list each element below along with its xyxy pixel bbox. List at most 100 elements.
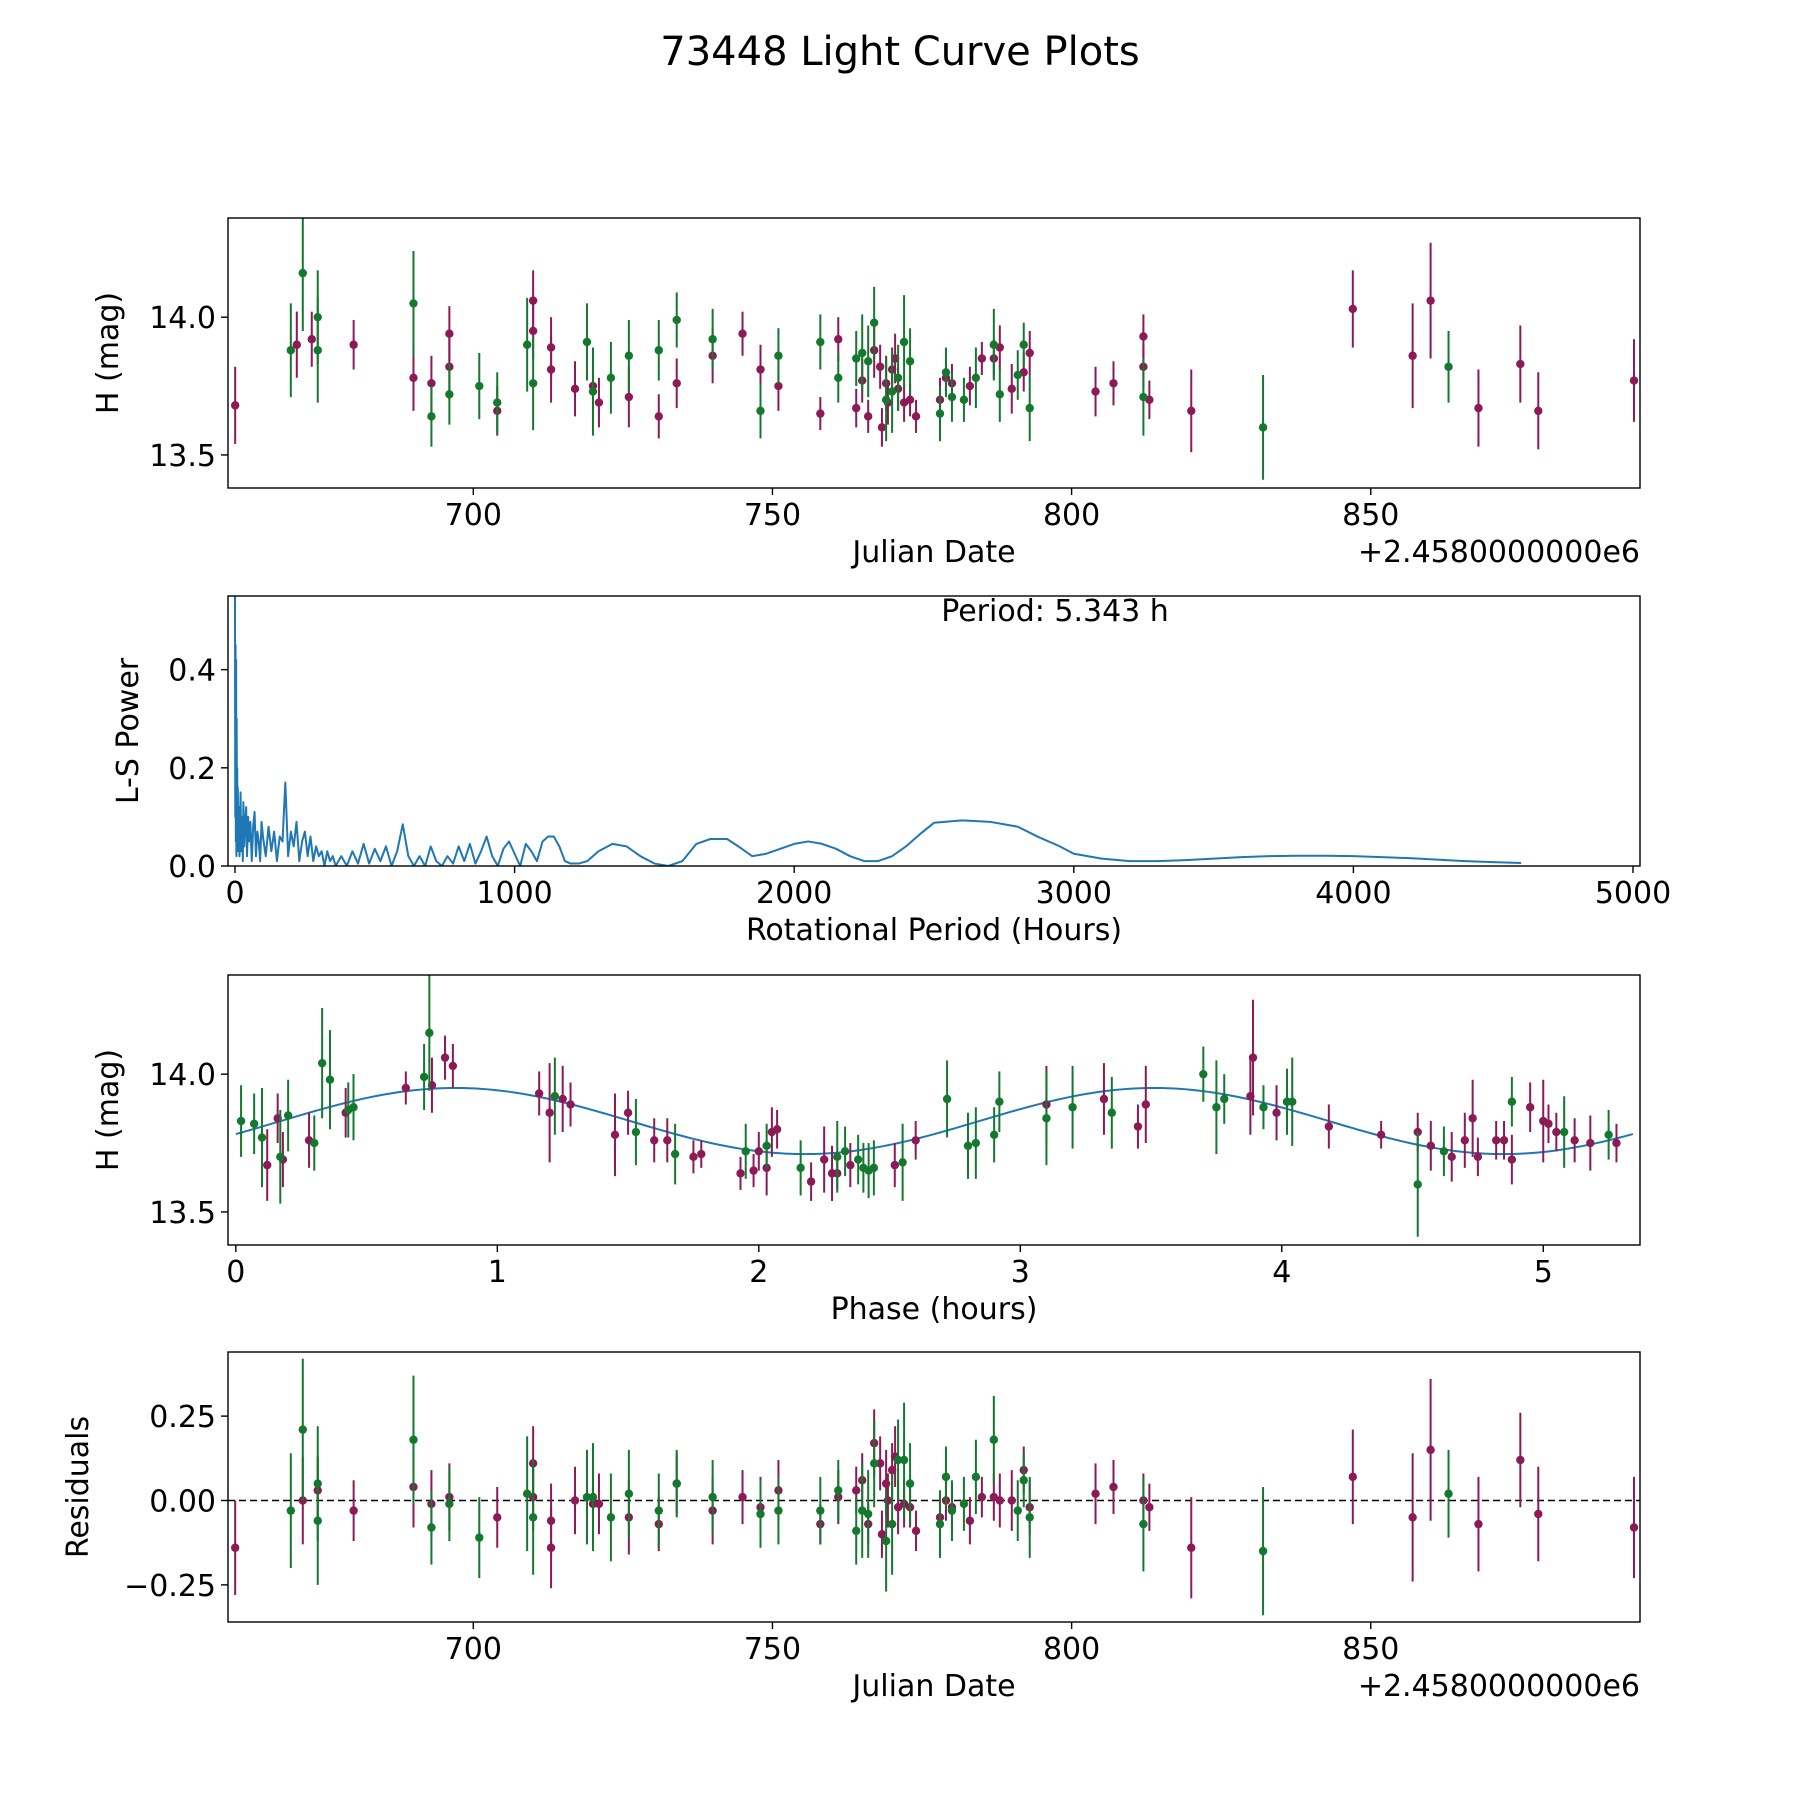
data-point-red bbox=[263, 1160, 272, 1170]
data-point-green bbox=[298, 1425, 307, 1434]
data-point-green bbox=[257, 1133, 267, 1142]
data-point-red bbox=[834, 335, 843, 344]
data-point-red bbox=[307, 335, 316, 344]
data-point-green bbox=[1019, 340, 1028, 349]
data-point-red bbox=[1007, 384, 1016, 394]
data-point-green bbox=[905, 357, 915, 366]
data-point-red bbox=[1447, 1152, 1456, 1162]
data-point-red bbox=[1570, 1136, 1579, 1145]
data-point-red bbox=[570, 1496, 580, 1505]
y-tick-label: 0.25 bbox=[149, 1400, 216, 1435]
data-point-green bbox=[475, 381, 484, 391]
data-point-green bbox=[774, 351, 783, 360]
data-point-red bbox=[1516, 1455, 1525, 1465]
data-point-red bbox=[881, 1479, 891, 1488]
data-point-red bbox=[1133, 1122, 1143, 1131]
data-point-red bbox=[819, 1155, 829, 1164]
x-tick-label: 2000 bbox=[756, 876, 832, 911]
data-point-green bbox=[989, 340, 999, 349]
data-point-red bbox=[1109, 1482, 1118, 1492]
data-point-red bbox=[493, 1513, 502, 1522]
data-point-green bbox=[774, 1506, 783, 1515]
data-point-red bbox=[427, 379, 436, 388]
data-point-green bbox=[298, 268, 307, 278]
data-point-green bbox=[887, 387, 897, 396]
data-point-green bbox=[317, 1058, 327, 1068]
data-point-green bbox=[869, 1163, 879, 1173]
x-tick-label: 0 bbox=[225, 876, 244, 911]
x-tick-label: 800 bbox=[1043, 498, 1100, 533]
x-offset-label: +2.4580000000e6 bbox=[1358, 1669, 1640, 1704]
data-point-red bbox=[558, 1094, 567, 1104]
data-point-green bbox=[522, 340, 532, 349]
data-point-red bbox=[756, 365, 765, 374]
data-point-green bbox=[1220, 1094, 1229, 1104]
data-point-green bbox=[672, 1479, 681, 1488]
data-point-red bbox=[1324, 1122, 1334, 1131]
data-point-green bbox=[959, 1499, 969, 1509]
data-point-red bbox=[875, 362, 885, 371]
data-point-green bbox=[942, 1094, 952, 1104]
data-point-green bbox=[852, 354, 861, 363]
data-point-red bbox=[570, 384, 580, 394]
axes-frame bbox=[227, 1351, 1641, 1623]
data-point-green bbox=[971, 373, 981, 382]
data-point-green bbox=[475, 1533, 484, 1542]
data-point-green bbox=[582, 337, 592, 347]
data-point-red bbox=[863, 412, 873, 421]
x-tick-label: 2 bbox=[749, 1255, 768, 1290]
data-point-green bbox=[1107, 1108, 1117, 1117]
data-point-green bbox=[1013, 370, 1022, 380]
x-tick-label: 800 bbox=[1043, 1632, 1100, 1667]
data-point-red bbox=[883, 1496, 893, 1505]
data-point-red bbox=[1612, 1138, 1621, 1148]
data-point-green bbox=[427, 412, 436, 421]
data-point-green bbox=[528, 379, 538, 388]
data-point-green bbox=[283, 1111, 293, 1120]
data-point-red bbox=[1408, 1513, 1417, 1522]
data-point-red bbox=[1099, 1094, 1109, 1104]
data-point-green bbox=[1068, 1103, 1077, 1112]
data-point-red bbox=[875, 1459, 885, 1468]
data-point-red bbox=[623, 1108, 633, 1117]
data-point-green bbox=[869, 1459, 879, 1468]
data-point-red bbox=[1248, 1053, 1258, 1062]
data-point-red bbox=[995, 1496, 1005, 1505]
x-tick-label: 850 bbox=[1342, 1632, 1399, 1667]
data-point-red bbox=[230, 401, 240, 410]
data-point-red bbox=[774, 381, 783, 391]
plot-area bbox=[230, 218, 1639, 480]
data-point-green bbox=[1439, 1147, 1449, 1156]
data-point-green bbox=[419, 1072, 429, 1082]
data-point-green bbox=[1139, 1519, 1148, 1529]
data-point-green bbox=[941, 1472, 951, 1482]
model-fit-curve bbox=[235, 1086, 1634, 1156]
data-point-green bbox=[588, 1492, 598, 1502]
data-point-green bbox=[741, 1147, 750, 1156]
x-axis-label: Julian Date bbox=[850, 535, 1015, 570]
period-annotation: Period: 5.343 h bbox=[941, 594, 1169, 629]
axes-frame bbox=[227, 217, 1641, 489]
data-point-green bbox=[1013, 1506, 1022, 1515]
data-point-green bbox=[708, 1492, 717, 1502]
data-point-green bbox=[995, 390, 1005, 399]
data-point-green bbox=[708, 335, 717, 344]
y-tick-label: 0.00 bbox=[149, 1485, 216, 1520]
data-point-red bbox=[401, 1083, 411, 1093]
data-point-green bbox=[1042, 1114, 1051, 1123]
periodogram-line bbox=[233, 596, 1522, 866]
data-point-red bbox=[1272, 1108, 1281, 1117]
data-point-green bbox=[899, 1455, 909, 1465]
data-point-red bbox=[1091, 387, 1100, 396]
data-point-green bbox=[941, 368, 951, 377]
data-point-green bbox=[898, 1158, 907, 1167]
data-point-red bbox=[877, 423, 887, 432]
data-point-green bbox=[445, 1499, 454, 1509]
data-point-green bbox=[971, 1138, 981, 1148]
data-point-green bbox=[853, 1155, 863, 1164]
data-point-red bbox=[1426, 1141, 1436, 1151]
data-point-red bbox=[754, 1147, 764, 1156]
data-point-green bbox=[756, 406, 765, 416]
